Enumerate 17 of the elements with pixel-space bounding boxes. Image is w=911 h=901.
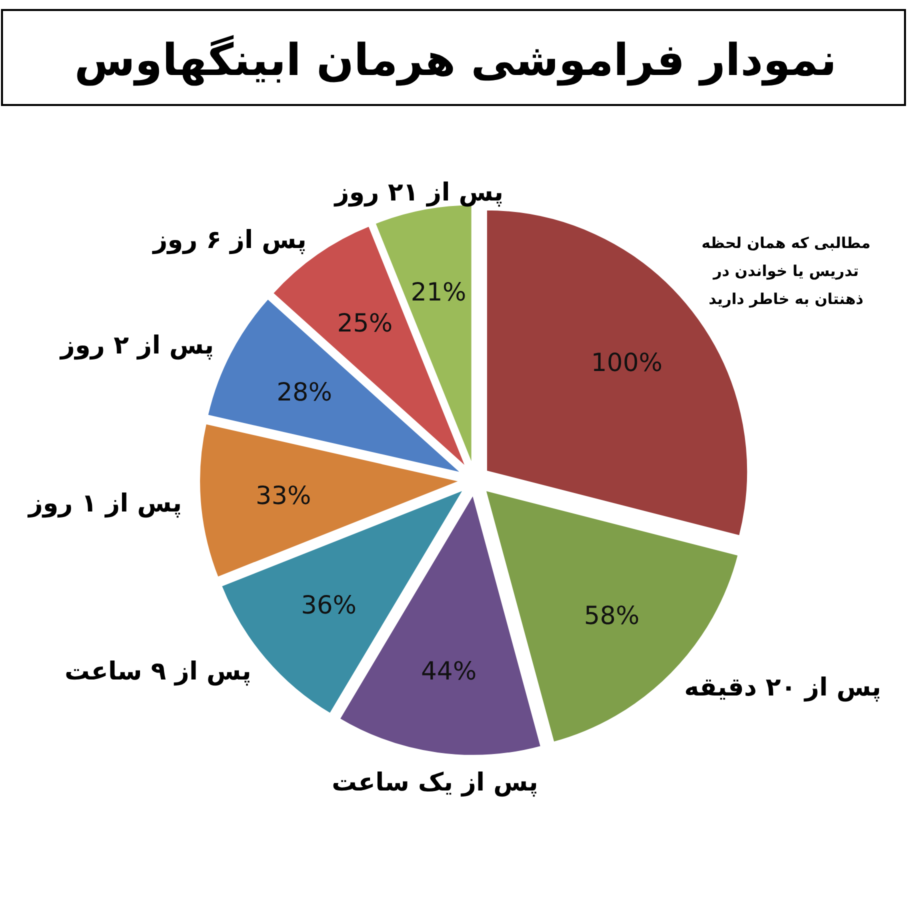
data-label: 33% (256, 480, 312, 510)
slice-label: پس از ۹ ساعت (64, 656, 252, 687)
slice-label: پس از ۲ روز (58, 330, 214, 361)
data-label: 36% (300, 590, 357, 620)
data-label: 44% (421, 656, 477, 686)
slice-label: پس از ۱ روز (26, 488, 182, 519)
data-label: 25% (337, 308, 393, 338)
data-label: 21% (410, 277, 466, 306)
slice-label: پس از ۶ روز (151, 225, 307, 256)
chart-title: نمودار فراموشی هرمان ابینگهاوس (74, 34, 837, 86)
slice-label: پس از یک ساعت (332, 767, 538, 798)
slice-label: پس از ۲۰ دقیقه (684, 672, 882, 702)
data-label: 28% (276, 378, 332, 407)
slice-label: مطالبی که همان لحظه تدریس یا خواندن در ذهنتان به خاطر دارید (702, 234, 870, 308)
slice-label: پس از ۲۱ روز (332, 177, 504, 208)
data-label: 58% (584, 600, 640, 630)
data-label: 100% (591, 348, 663, 378)
